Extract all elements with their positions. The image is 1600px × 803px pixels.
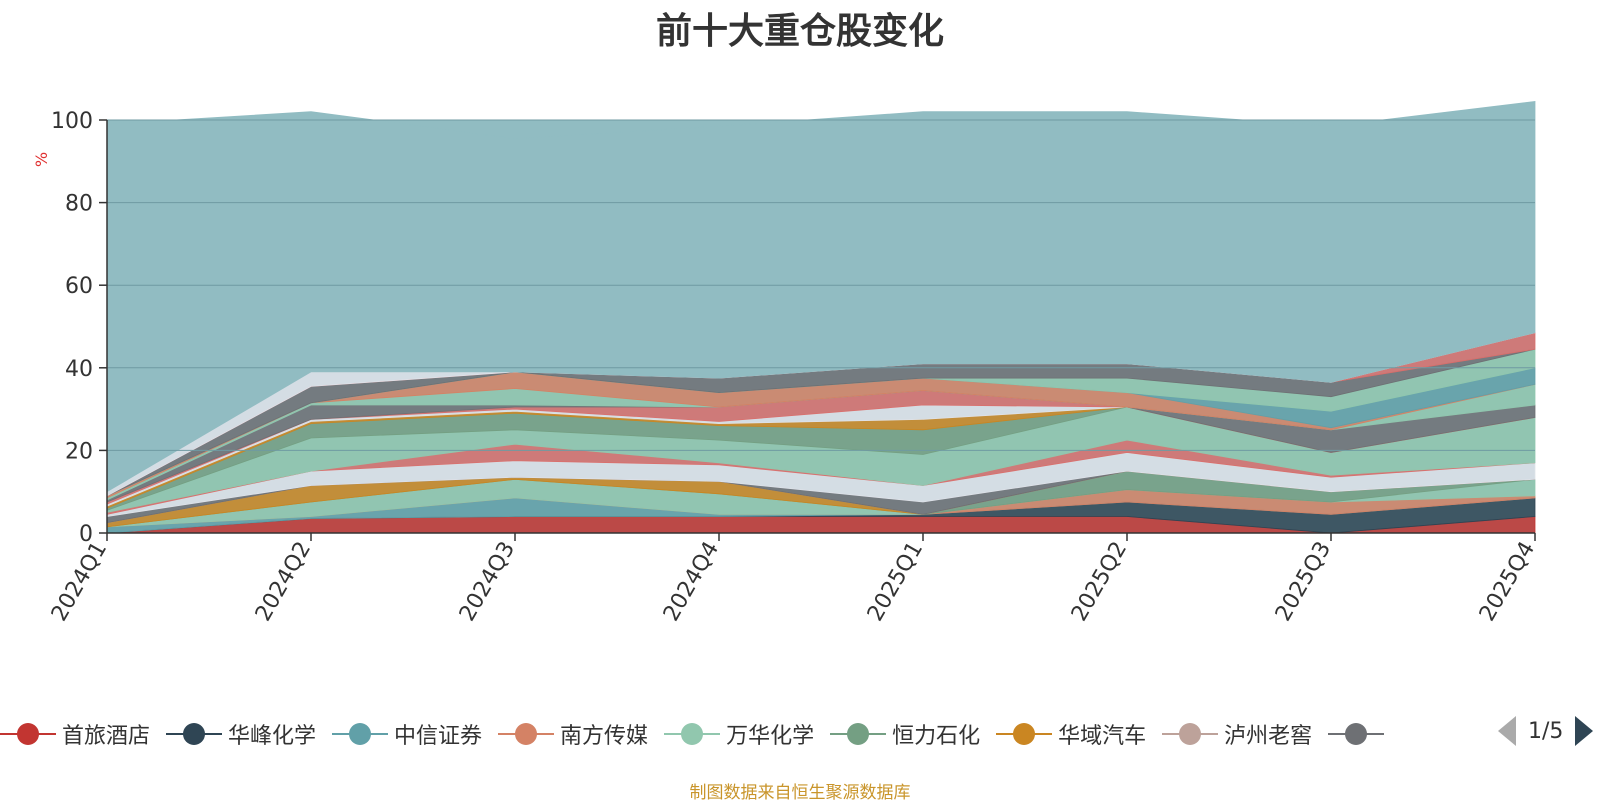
legend-item[interactable]: 华域汽车	[996, 718, 1146, 750]
legend-label: 中信证券	[394, 724, 483, 749]
area-series-25	[106, 100, 1536, 493]
y-tick-label: 40	[65, 357, 93, 382]
y-tick-label: 20	[65, 439, 93, 464]
legend-item[interactable]: 首旅酒店	[0, 718, 150, 750]
legend-label: 南方传媒	[560, 724, 649, 749]
legend-marker-icon	[830, 720, 887, 748]
x-tick-label: 2025Q2	[1067, 538, 1132, 626]
legend-next-page-icon[interactable]	[1575, 716, 1594, 746]
data-source-footer: 制图数据来自恒生聚源数据库	[689, 783, 911, 803]
legend-label: 华域汽车	[1058, 724, 1147, 749]
legend-page-indicator: 1/5	[1528, 718, 1564, 744]
legend-label: 首旅酒店	[62, 724, 151, 749]
legend-marker-icon	[0, 720, 56, 748]
legend-marker-icon	[1328, 720, 1385, 748]
chart-title: 前十大重仓股变化	[655, 11, 944, 52]
y-tick-label: 80	[65, 192, 93, 217]
legend-item[interactable]: 恒力石化	[830, 718, 980, 750]
legend-marker-icon	[1162, 720, 1219, 748]
stacked-area-chart: 0 20 40 60 80 100 2024Q1 2024Q2 2024Q3 2024Q4 2025…	[47, 100, 1540, 626]
legend-item[interactable]: 中信证券	[332, 718, 482, 750]
legend-marker-icon	[332, 720, 389, 748]
x-tick-label: 2024Q2	[251, 538, 316, 626]
y-tick-label: 60	[65, 274, 93, 299]
y-tick-label: 100	[51, 109, 93, 134]
legend-item[interactable]: 南方传媒	[498, 718, 648, 750]
legend-label: 万华化学	[726, 724, 815, 749]
legend-item[interactable]	[1328, 720, 1390, 748]
legend-pager: 1/5	[1498, 716, 1594, 746]
x-tick-label: 2024Q1	[47, 538, 112, 626]
chart-legend: 首旅酒店 华峰化学 中信证券 南方传媒 万华化学 恒力石化 华域汽车 泸州老窖	[0, 718, 1465, 750]
legend-label: 恒力石化	[892, 724, 981, 749]
x-tick-label: 2025Q4	[1475, 538, 1540, 626]
legend-item[interactable]: 万华化学	[664, 718, 814, 750]
x-tick-label: 2025Q3	[1271, 538, 1336, 626]
legend-marker-icon	[498, 720, 555, 748]
x-tick-label: 2024Q3	[455, 538, 520, 626]
legend-label: 泸州老窖	[1224, 724, 1313, 749]
chart-gridlines	[107, 119, 1535, 451]
chart-areas	[106, 100, 1536, 534]
legend-marker-icon	[996, 720, 1053, 748]
y-tick-label: 0	[79, 522, 93, 547]
x-tick-label: 2025Q1	[863, 538, 928, 626]
legend-marker-icon	[664, 720, 721, 748]
legend-item[interactable]: 泸州老窖	[1162, 718, 1312, 750]
legend-label: 华峰化学	[228, 724, 317, 749]
legend-item[interactable]: 华峰化学	[166, 718, 316, 750]
x-tick-label: 2024Q4	[659, 538, 724, 626]
legend-prev-page-icon[interactable]	[1498, 716, 1516, 746]
legend-marker-icon	[166, 720, 223, 748]
